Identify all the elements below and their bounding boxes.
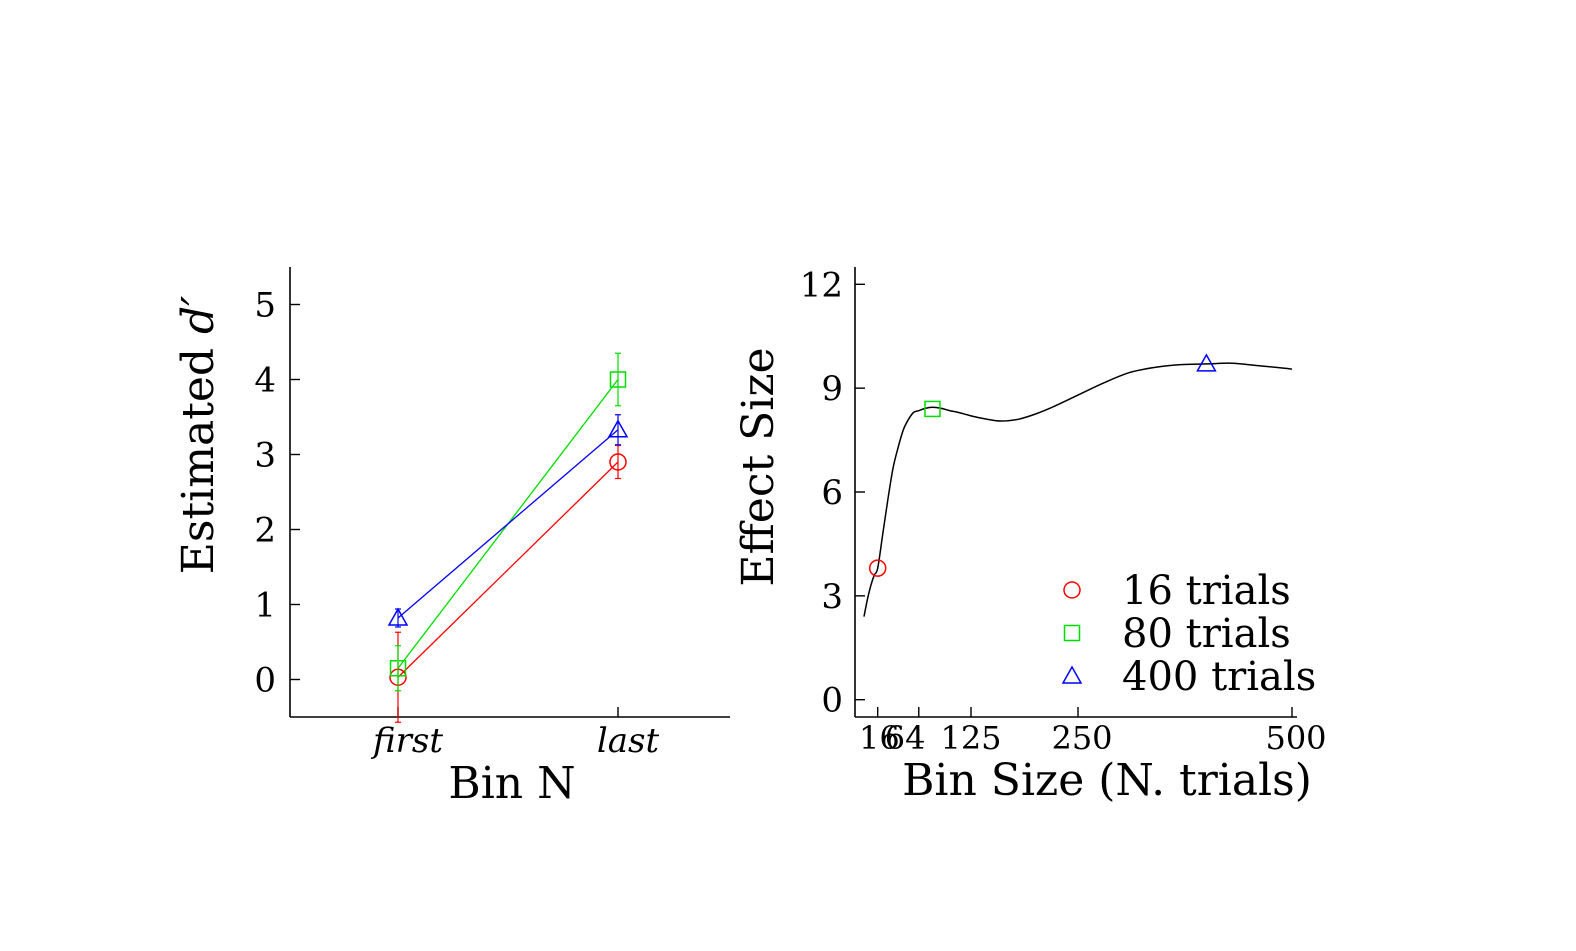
left-series-circle bbox=[389, 444, 627, 723]
left-data-point bbox=[609, 453, 627, 471]
right-markers-group bbox=[868, 353, 1217, 577]
left-y-tick-label: 3 bbox=[254, 436, 276, 476]
right-effect-curve bbox=[863, 362, 1293, 617]
right-data-point bbox=[924, 400, 941, 418]
right-data-point bbox=[868, 559, 887, 577]
legend-entry: 80 trials bbox=[1063, 611, 1291, 657]
right-x-tick-label: 125 bbox=[940, 719, 1001, 757]
left-y-tick-label: 2 bbox=[254, 511, 276, 551]
legend-marker bbox=[1063, 624, 1081, 642]
left-series-square bbox=[389, 352, 627, 692]
right-y-tick-label: 9 bbox=[821, 369, 843, 409]
left-chart: 0 1 2 3 4 5 first last Bin N Estimated d′ bbox=[173, 267, 730, 809]
legend-marker bbox=[1061, 665, 1083, 684]
legend-label: 80 trials bbox=[1122, 611, 1291, 657]
left-y-tick-label: 4 bbox=[254, 361, 276, 401]
left-y-axis-title-prefix: Estimated bbox=[173, 334, 224, 574]
right-y-tick-label: 6 bbox=[821, 473, 843, 513]
left-data-point bbox=[609, 371, 627, 388]
right-y-tick-label: 3 bbox=[821, 577, 843, 617]
left-y-axis-title-symbol: d′ bbox=[173, 296, 224, 334]
left-series-line bbox=[397, 429, 619, 619]
left-series-group bbox=[387, 352, 629, 723]
left-y-tick-label: 5 bbox=[254, 286, 276, 326]
right-data-point bbox=[1196, 353, 1217, 372]
right-x-axis-title: Bin Size (N. trials) bbox=[902, 755, 1312, 806]
left-data-point bbox=[607, 419, 629, 438]
left-series-triangle bbox=[387, 414, 629, 628]
right-x-tick-label: 250 bbox=[1051, 719, 1112, 757]
left-series-line bbox=[397, 461, 619, 678]
legend-marker bbox=[1063, 581, 1081, 599]
right-x-tick-label: 64 bbox=[885, 719, 926, 757]
right-x-tick-label: 16 bbox=[859, 719, 900, 757]
legend-entry: 16 trials bbox=[1063, 568, 1291, 614]
legend-label: 16 trials bbox=[1122, 568, 1291, 614]
left-data-point bbox=[389, 660, 407, 677]
legend-label: 400 trials bbox=[1122, 654, 1316, 700]
right-y-axis-title: Effect Size bbox=[733, 347, 784, 586]
left-x-ticks: first last bbox=[370, 707, 659, 761]
right-y-tick-label: 0 bbox=[821, 681, 843, 721]
left-y-axis-title: Estimated d′ bbox=[173, 296, 224, 574]
left-y-tick-label: 0 bbox=[254, 661, 276, 701]
left-x-tick-label: last bbox=[597, 721, 660, 761]
right-y-ticks: 0 3 6 9 12 bbox=[800, 265, 865, 721]
left-y-tick-label: 1 bbox=[254, 586, 276, 626]
left-x-tick-label: first bbox=[370, 721, 443, 761]
legend-entry: 400 trials bbox=[1061, 654, 1316, 700]
left-data-point bbox=[387, 607, 409, 626]
left-x-axis-title: Bin N bbox=[448, 758, 575, 809]
right-y-tick-label: 12 bbox=[800, 265, 843, 305]
left-y-ticks: 0 1 2 3 4 5 bbox=[254, 286, 300, 701]
right-x-tick-label: 500 bbox=[1265, 719, 1326, 757]
